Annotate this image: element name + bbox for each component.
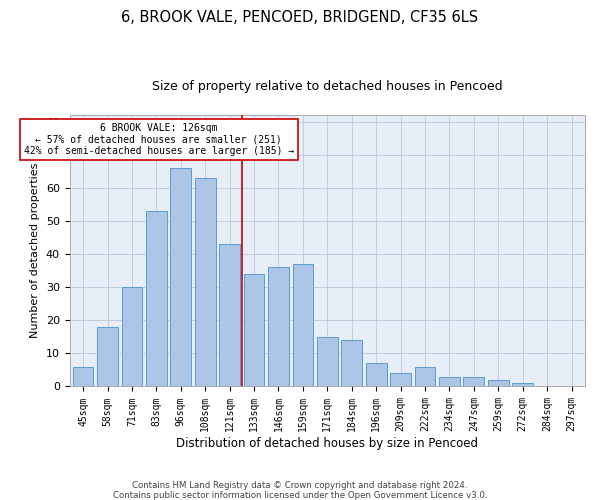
Bar (73, 366, 94, 386)
Bar (366, 364, 386, 386)
Bar (341, 340, 362, 386)
Text: 6 BROOK VALE: 126sqm
← 57% of detached houses are smaller (251)
42% of semi-deta: 6 BROOK VALE: 126sqm ← 57% of detached h… (24, 124, 294, 156)
Bar (195, 178, 215, 386)
Bar (463, 376, 484, 386)
X-axis label: Distribution of detached houses by size in Pencoed: Distribution of detached houses by size … (176, 437, 478, 450)
Bar (390, 373, 411, 386)
Bar (317, 337, 338, 386)
Bar (488, 380, 509, 386)
Bar (146, 211, 167, 386)
Bar (244, 274, 265, 386)
Y-axis label: Number of detached properties: Number of detached properties (30, 163, 40, 338)
Bar (122, 287, 142, 386)
Bar (415, 366, 436, 386)
Text: Contains HM Land Registry data © Crown copyright and database right 2024.
Contai: Contains HM Land Registry data © Crown c… (113, 480, 487, 500)
Bar (97, 327, 118, 386)
Title: Size of property relative to detached houses in Pencoed: Size of property relative to detached ho… (152, 80, 503, 93)
Bar (219, 244, 240, 386)
Bar (512, 383, 533, 386)
Bar (268, 268, 289, 386)
Bar (293, 264, 313, 386)
Text: 6, BROOK VALE, PENCOED, BRIDGEND, CF35 6LS: 6, BROOK VALE, PENCOED, BRIDGEND, CF35 6… (121, 10, 479, 25)
Bar (439, 376, 460, 386)
Bar (170, 168, 191, 386)
